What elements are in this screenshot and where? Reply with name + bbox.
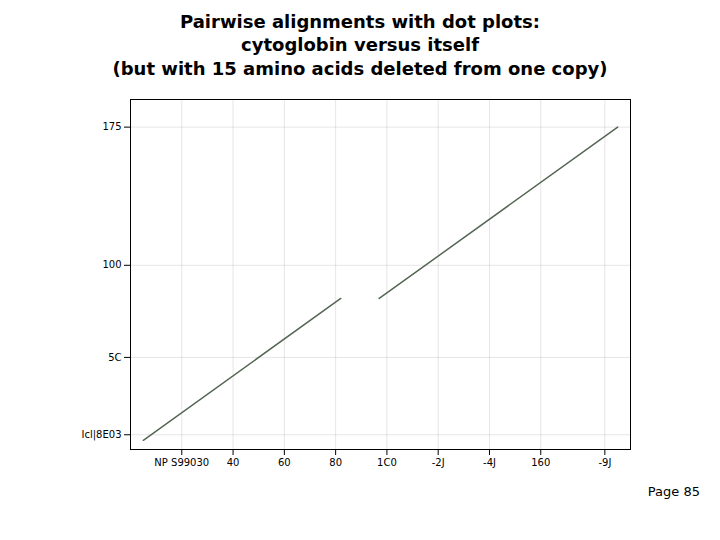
svg-text:NP S99030: NP S99030: [154, 457, 209, 468]
svg-text:60: 60: [278, 457, 291, 468]
svg-text:40: 40: [227, 457, 240, 468]
html-text:Pairwise alignments with dot p: Pairwise alignments with dot plots: cyto…: [112, 11, 608, 79]
html-text:Page 85: Page 85: [647, 484, 700, 500]
svg-text:-9J: -9J: [598, 457, 611, 468]
svg-text:1C0: 1C0: [377, 457, 397, 468]
svg-text:100: 100: [102, 260, 121, 271]
svg-text:175: 175: [102, 122, 121, 133]
svg-text:-2J: -2J: [432, 457, 445, 468]
svg-text:80: 80: [329, 457, 342, 468]
svg-text:Icl|8E03: Icl|8E03: [82, 429, 122, 441]
svg-text:160: 160: [531, 457, 550, 468]
svg-text:5C: 5C: [108, 352, 121, 363]
svg-text:-4J: -4J: [483, 457, 496, 468]
